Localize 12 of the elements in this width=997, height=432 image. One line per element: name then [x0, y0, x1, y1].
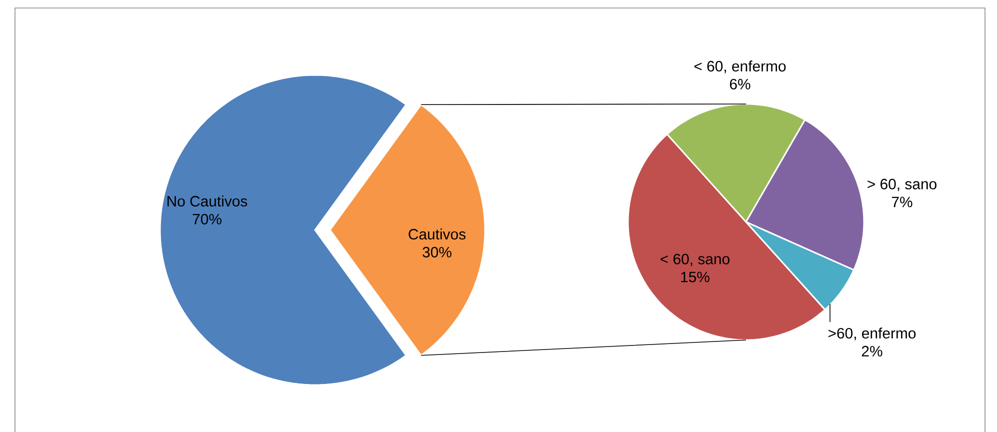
slice-label: < 60, sano	[660, 254, 730, 266]
data-label: 30%	[422, 246, 452, 258]
slice-label: Cautivos	[408, 228, 466, 240]
data-label: 6%	[730, 78, 750, 90]
slice-label: No Cautivos	[168, 196, 248, 207]
slice-label: > 60, sano	[868, 178, 936, 192]
data-label: 70%	[192, 214, 222, 224]
slice-label: < 60, enfermo	[694, 60, 786, 74]
data-label: 2%	[862, 346, 882, 356]
data-label: 15%	[681, 272, 710, 282]
data-label: 7%	[892, 196, 912, 208]
slice-label: >60, enfermo	[828, 328, 916, 340]
